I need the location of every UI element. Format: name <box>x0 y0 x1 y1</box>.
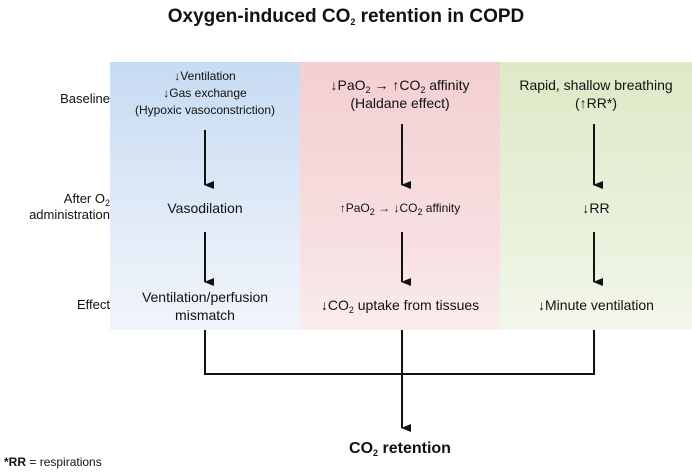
down-arrow-icon: ↓ <box>174 69 181 83</box>
right-arrow-icon: → <box>374 77 389 93</box>
col3-effect: ↓Minute ventilation <box>538 297 654 313</box>
footnote: *RR = respirations <box>4 455 102 469</box>
col1-baseline: ↓Ventilation ↓Gas exchange (Hypoxic vaso… <box>134 69 276 117</box>
col2-baseline: ↓PaO2 → ↑CO2 affinity (Haldane effect) <box>330 77 470 111</box>
col2-after: ↑PaO2 → ↓CO2 affinity <box>339 201 461 217</box>
up-arrow-icon: ↑ <box>339 201 346 215</box>
col1-after: Vasodilation <box>167 200 243 216</box>
down-arrow-icon: ↓ <box>320 297 328 313</box>
down-arrow-icon: ↓ <box>582 200 590 216</box>
diagram-title: Oxygen-induced CO2 retention in COPD <box>167 6 525 27</box>
up-arrow-icon: ↑ <box>392 77 400 93</box>
row-label-effect: Effect <box>76 297 110 312</box>
down-arrow-icon: ↓ <box>163 86 170 100</box>
down-arrow-icon: ↓ <box>393 201 400 215</box>
down-arrow-icon: ↓ <box>330 77 338 93</box>
col2-effect: ↓CO2 uptake from tissues <box>320 297 480 315</box>
column-haldane <box>300 62 500 330</box>
col3-after: ↓RR <box>582 200 610 216</box>
result-co2-retention: CO2 retention <box>349 440 451 458</box>
row-label-after-o2: After O2 administration <box>29 191 110 222</box>
down-arrow-icon: ↓ <box>538 297 546 313</box>
row-label-baseline: Baseline <box>60 91 110 106</box>
col1-effect: Ventilation/perfusion mismatch <box>141 289 269 323</box>
up-arrow-icon: ↑ <box>579 95 587 111</box>
col3-baseline: Rapid, shallow breathing (↑RR*) <box>519 77 673 111</box>
merge-connector <box>204 330 595 375</box>
right-arrow-icon: → <box>378 201 391 215</box>
